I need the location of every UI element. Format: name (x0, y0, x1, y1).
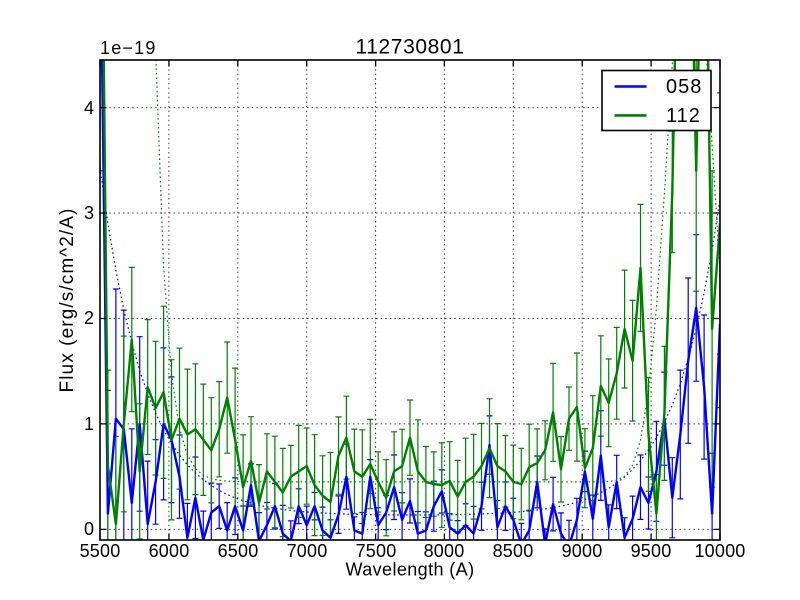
svg-text:1e−19: 1e−19 (100, 38, 157, 58)
svg-text:Wavelength (A): Wavelength (A) (346, 560, 475, 580)
svg-text:9000: 9000 (562, 541, 603, 561)
svg-text:2: 2 (84, 308, 94, 328)
svg-text:4: 4 (84, 98, 94, 118)
svg-text:1: 1 (84, 414, 94, 434)
svg-text:8000: 8000 (424, 541, 465, 561)
svg-text:7000: 7000 (287, 541, 328, 561)
svg-text:3: 3 (84, 203, 94, 223)
svg-text:Flux (erg/s/cm^2/A): Flux (erg/s/cm^2/A) (57, 207, 78, 392)
svg-text:9500: 9500 (631, 541, 672, 561)
svg-text:0: 0 (84, 519, 94, 539)
svg-text:8500: 8500 (493, 541, 534, 561)
svg-text:058: 058 (666, 76, 702, 98)
svg-text:6500: 6500 (218, 541, 259, 561)
svg-text:7500: 7500 (356, 541, 397, 561)
svg-text:6000: 6000 (149, 541, 190, 561)
svg-text:112: 112 (666, 105, 701, 127)
svg-text:112730801: 112730801 (356, 36, 465, 59)
svg-text:10000: 10000 (694, 541, 745, 561)
svg-text:5500: 5500 (80, 541, 121, 561)
